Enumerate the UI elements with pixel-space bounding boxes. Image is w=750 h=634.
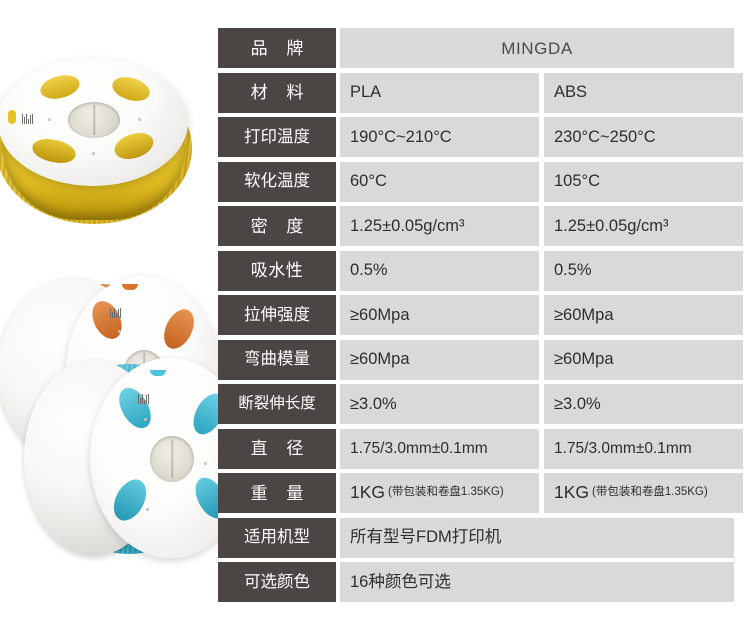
filament-end-tab [122,284,138,290]
flange-rivet [48,118,51,121]
spool-barcode-label [22,114,33,124]
flange-rivet [146,508,149,511]
row-value-material-pla: PLA [340,72,539,113]
row-value-softening-temperature-abs: 105°C [544,161,743,202]
row-value-elongation-at-break-pla: ≥3.0% [340,384,539,424]
row-value-applicable-machines: 所有型号FDM打印机 [340,517,734,558]
table-row: 可选颜色 16种颜色可选 [218,562,734,602]
table-row: 重 量 1KG (带包装和卷盘1.35KG) 1KG (带包装和卷盘1.35KG) [218,473,743,513]
yellow-spool-hub [68,102,120,138]
weight-value-pla: 1KG [350,482,386,503]
table-row: 适用机型 所有型号FDM打印机 [218,517,734,558]
table-row: 打印温度 190°C~210°C 230°C~250°C [218,117,743,157]
row-value-density-abs: 1.25±0.05g/cm³ [544,206,743,246]
specification-table: 品 牌 MINGDA 材 料 PLA ABS 打印温度 190°C~210°C … [218,28,743,607]
row-value-printing-temperature-pla: 190°C~210°C [340,117,539,157]
row-value-water-absorption-pla: 0.5% [340,250,539,291]
table-row: 弯曲模量 ≥60Mpa ≥60Mpa [218,339,743,380]
flange-rivet [92,152,95,155]
table-row: 品 牌 MINGDA [218,28,734,68]
flange-rivet [118,330,121,333]
table-row: 拉伸强度 ≥60Mpa ≥60Mpa [218,295,743,335]
row-label-available-colors: 可选颜色 [218,562,336,602]
row-value-tensile-strength-abs: ≥60Mpa [544,295,743,335]
row-value-diameter-pla: 1.75/3.0mm±0.1mm [340,428,539,469]
row-value-available-colors: 16种颜色可选 [340,562,734,602]
row-value-weight-pla: 1KG (带包装和卷盘1.35KG) [340,473,539,513]
row-value-printing-temperature-abs: 230°C~250°C [544,117,743,157]
row-label-water-absorption: 吸水性 [218,250,336,291]
yellow-filament-spool [0,58,200,228]
spool-barcode-label [138,394,149,404]
row-label-density: 密 度 [218,206,336,246]
row-label-material: 材 料 [218,72,336,113]
table-row: 密 度 1.25±0.05g/cm³ 1.25±0.05g/cm³ [218,206,743,246]
row-value-material-abs: ABS [544,72,743,113]
row-label-diameter: 直 径 [218,428,336,469]
row-value-flexural-modulus-abs: ≥60Mpa [544,339,743,380]
spool-barcode-label [110,308,121,318]
row-label-flexural-modulus: 弯曲模量 [218,339,336,380]
weight-note-abs: (带包装和卷盘1.35KG) [592,486,708,499]
row-label-printing-temperature: 打印温度 [218,117,336,157]
row-value-diameter-abs: 1.75/3.0mm±0.1mm [544,428,743,469]
table-row: 直 径 1.75/3.0mm±0.1mm 1.75/3.0mm±0.1mm [218,428,743,469]
row-label-applicable-machines: 适用机型 [218,517,336,558]
table-row: 软化温度 60°C 105°C [218,161,743,202]
row-value-flexural-modulus-pla: ≥60Mpa [340,339,539,380]
filament-end-tab [150,370,166,376]
cyan-spool-hub [150,436,194,482]
row-value-density-pla: 1.25±0.05g/cm³ [340,206,539,246]
table-row: 吸水性 0.5% 0.5% [218,250,743,291]
weight-note-pla: (带包装和卷盘1.35KG) [388,486,504,499]
row-value-tensile-strength-pla: ≥60Mpa [340,295,539,335]
row-label-brand: 品 牌 [218,28,336,68]
row-label-tensile-strength: 拉伸强度 [218,295,336,335]
cyan-filament-spool [24,358,218,562]
row-label-softening-temperature: 软化温度 [218,161,336,202]
row-value-brand: MINGDA [340,28,734,68]
table-row: 断裂伸长度 ≥3.0% ≥3.0% [218,384,743,424]
row-value-softening-temperature-pla: 60°C [340,161,539,202]
flange-rivet [138,118,141,121]
row-value-weight-abs: 1KG (带包装和卷盘1.35KG) [544,473,743,513]
row-label-elongation-at-break: 断裂伸长度 [218,384,336,424]
product-photo-area [0,0,218,634]
flange-rivet [204,462,207,465]
row-label-weight: 重 量 [218,473,336,513]
row-value-water-absorption-abs: 0.5% [544,250,743,291]
weight-value-abs: 1KG [554,482,590,503]
row-value-elongation-at-break-abs: ≥3.0% [544,384,743,424]
table-row: 材 料 PLA ABS [218,72,743,113]
flange-rivet [144,418,147,421]
filament-end-tab [8,110,16,124]
